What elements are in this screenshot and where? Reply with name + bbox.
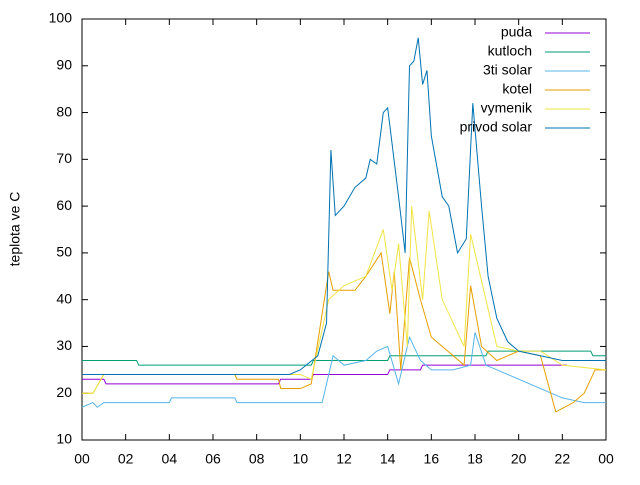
x-tick-label: 00 bbox=[74, 451, 90, 467]
series-line bbox=[81, 332, 606, 408]
x-tick-label: 06 bbox=[205, 451, 221, 467]
x-tick-label: 00 bbox=[598, 451, 614, 467]
y-tick-label: 80 bbox=[56, 103, 72, 119]
x-tick-label: 14 bbox=[380, 451, 396, 467]
legend-label: vymenik bbox=[481, 100, 533, 116]
y-tick-label: 10 bbox=[56, 431, 72, 447]
legend-label: 3ti solar bbox=[483, 62, 532, 78]
y-tick-label: 90 bbox=[56, 56, 72, 72]
y-tick-label: 30 bbox=[56, 337, 72, 353]
legend-label: puda bbox=[501, 24, 532, 40]
legend-label: kotel bbox=[502, 81, 532, 97]
x-tick-label: 12 bbox=[336, 451, 352, 467]
y-tick-label: 60 bbox=[56, 197, 72, 213]
x-tick-label: 04 bbox=[162, 451, 178, 467]
x-tick-label: 08 bbox=[249, 451, 265, 467]
x-tick-label: 18 bbox=[467, 451, 483, 467]
legend-label: privod solar bbox=[460, 119, 533, 135]
y-axis-label: teplota ve C bbox=[7, 192, 23, 267]
x-tick-label: 20 bbox=[511, 451, 527, 467]
series-line bbox=[82, 350, 606, 366]
series-line bbox=[82, 37, 606, 376]
y-tick-label: 50 bbox=[56, 244, 72, 260]
x-tick-label: 10 bbox=[293, 451, 309, 467]
x-tick-label: 02 bbox=[118, 451, 134, 467]
y-tick-label: 40 bbox=[56, 290, 72, 306]
x-tick-label: 22 bbox=[555, 451, 571, 467]
legend-label: kutloch bbox=[488, 43, 532, 59]
x-tick-label: 16 bbox=[424, 451, 440, 467]
y-tick-label: 20 bbox=[56, 384, 72, 400]
series-line bbox=[82, 206, 607, 394]
y-tick-label: 100 bbox=[49, 10, 73, 26]
y-tick-label: 70 bbox=[56, 150, 72, 166]
series-line bbox=[82, 251, 606, 413]
